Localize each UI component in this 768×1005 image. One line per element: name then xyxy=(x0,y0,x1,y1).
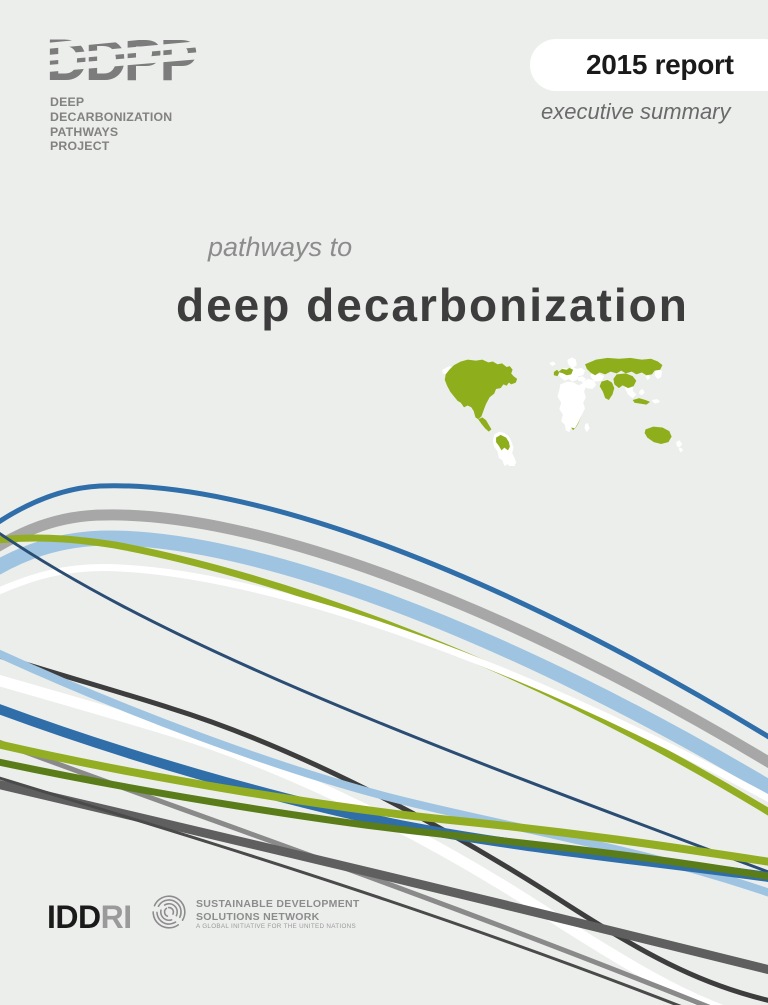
svg-text:DDPP: DDPP xyxy=(46,30,196,93)
